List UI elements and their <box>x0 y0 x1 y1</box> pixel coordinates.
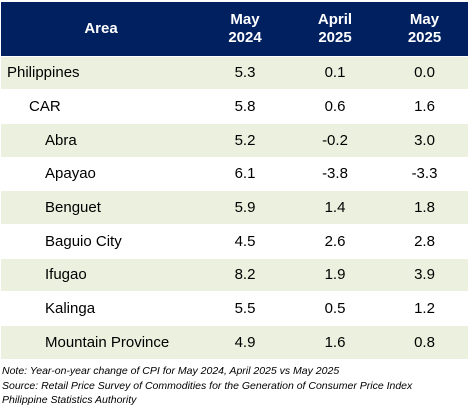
may-2024-cell: 5.8 <box>201 89 289 124</box>
header-april-2025-line2: 2025 <box>318 28 352 46</box>
table-row: Mountain Province 4.9 1.6 0.8 <box>1 325 468 360</box>
header-area-label: Area <box>84 19 118 37</box>
april-2025-cell: -0.2 <box>289 122 381 158</box>
may-2024-cell: 5.3 <box>201 55 289 90</box>
may-2025-cell: 3.0 <box>381 122 468 158</box>
may-2025-cell: 2.8 <box>381 223 468 259</box>
header-may-2025: May 2025 <box>381 2 468 56</box>
header-may-2024: May 2024 <box>201 2 289 56</box>
may-2024-cell: 4.5 <box>201 223 289 259</box>
april-2025-cell: 0.6 <box>289 89 381 124</box>
may-2024-cell: 6.1 <box>201 156 289 191</box>
april-2025-cell: 1.6 <box>289 325 381 360</box>
header-may-2025-line1: May <box>409 10 440 28</box>
header-may-2024-line2: 2024 <box>228 28 262 46</box>
table-header: Area May 2024 April 2025 May 2025 <box>1 2 468 56</box>
header-row: Area May 2024 April 2025 May 2025 <box>1 2 468 56</box>
area-cell: CAR <box>1 89 201 124</box>
may-2025-cell: 1.2 <box>381 291 468 326</box>
cpi-table: Area May 2024 April 2025 May 2025 Philippin… <box>1 2 468 360</box>
table-row: Baguio City 4.5 2.6 2.8 <box>1 223 468 259</box>
area-cell: Mountain Province <box>1 325 201 360</box>
may-2024-cell: 5.9 <box>201 190 289 225</box>
table-row: Kalinga 5.5 0.5 1.2 <box>1 291 468 326</box>
area-cell: Philippines <box>1 55 201 90</box>
may-2024-cell: 4.9 <box>201 325 289 360</box>
may-2025-cell: 0.8 <box>381 325 468 360</box>
note-text: Note: Year-on-year change of CPI for May… <box>2 365 340 377</box>
table-body: Philippines 5.3 0.1 0.0 CAR 5.8 0.6 1.6 … <box>1 55 468 360</box>
header-area: Area <box>1 2 201 56</box>
may-2025-cell: 1.6 <box>381 89 468 124</box>
may-2024-cell: 5.5 <box>201 291 289 326</box>
may-2025-cell: 1.8 <box>381 190 468 225</box>
header-april-2025-line1: April <box>317 10 353 28</box>
source-text: Source: Retail Price Survey of Commoditi… <box>2 379 413 392</box>
header-april-2025: April 2025 <box>289 2 381 56</box>
may-2025-cell: -3.3 <box>381 156 468 191</box>
table-row: Abra 5.2 -0.2 3.0 <box>1 122 468 158</box>
area-cell: Ifugao <box>1 257 201 292</box>
agency-text: Philippine Statistics Authority <box>2 394 137 406</box>
may-2025-cell: 3.9 <box>381 257 468 292</box>
area-cell: Kalinga <box>1 291 201 326</box>
may-2025-cell: 0.0 <box>381 55 468 90</box>
april-2025-cell: 0.5 <box>289 291 381 326</box>
area-cell: Abra <box>1 122 201 158</box>
may-2024-cell: 5.2 <box>201 122 289 158</box>
table-row: CAR 5.8 0.6 1.6 <box>1 89 468 124</box>
table-row: Apayao 6.1 -3.8 -3.3 <box>1 156 468 191</box>
table-footnotes: Note: Year-on-year change of CPI for May… <box>2 364 469 408</box>
area-cell: Baguio City <box>1 223 201 259</box>
may-2024-cell: 8.2 <box>201 257 289 292</box>
april-2025-cell: 0.1 <box>289 55 381 90</box>
table-row: Philippines 5.3 0.1 0.0 <box>1 55 468 90</box>
area-cell: Apayao <box>1 156 201 191</box>
april-2025-cell: -3.8 <box>289 156 381 191</box>
april-2025-cell: 1.4 <box>289 190 381 225</box>
table-row: Benguet 5.9 1.4 1.8 <box>1 190 468 225</box>
area-cell: Benguet <box>1 190 201 225</box>
april-2025-cell: 2.6 <box>289 223 381 259</box>
header-may-2025-line2: 2025 <box>407 28 442 46</box>
header-may-2024-line1: May <box>230 10 260 28</box>
april-2025-cell: 1.9 <box>289 257 381 292</box>
table-row: Ifugao 8.2 1.9 3.9 <box>1 257 468 292</box>
